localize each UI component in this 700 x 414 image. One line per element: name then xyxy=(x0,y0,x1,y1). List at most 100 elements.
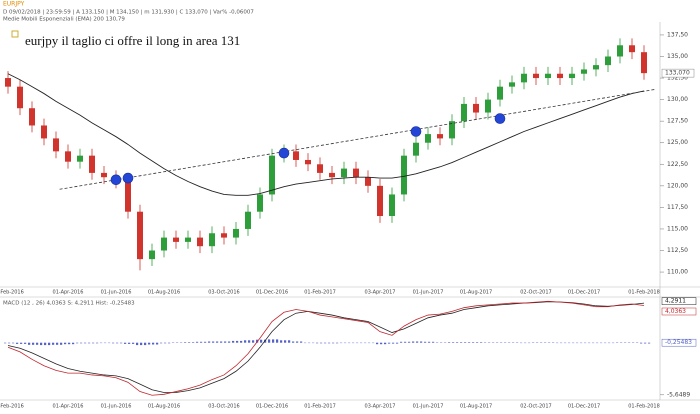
candle-body xyxy=(257,194,263,212)
macd-hist xyxy=(220,341,223,343)
macd-hist xyxy=(112,342,115,344)
x-tick-label: 01-Aug-2016 xyxy=(148,290,180,296)
candle-body xyxy=(545,73,551,79)
candle-body xyxy=(209,233,215,247)
y-tick-label: 120,00 xyxy=(667,182,688,189)
candle-body xyxy=(557,73,563,79)
macd-hist xyxy=(476,342,479,343)
candle-body xyxy=(305,159,311,165)
x-tick-label: 03-Oct-2016 xyxy=(208,404,239,410)
candle-body xyxy=(137,211,143,260)
value-tag-label: 4,0363 xyxy=(665,308,686,315)
x-tick-label: 01-Jun-2016 xyxy=(101,290,132,296)
candle-body xyxy=(233,228,239,238)
value-tag-label: 4,2911 xyxy=(665,298,686,305)
macd-hist xyxy=(480,342,483,343)
candle-body xyxy=(389,194,395,217)
macd-hist xyxy=(124,342,127,344)
candle-body xyxy=(245,211,251,229)
candle-body xyxy=(533,73,539,79)
macd-hist xyxy=(376,342,379,345)
x-tick-label: 03-Oct-2016 xyxy=(208,290,239,296)
x-tick-label: 01-Dec-2016 xyxy=(256,290,288,296)
trendline xyxy=(59,88,657,190)
macd-hist xyxy=(224,341,227,343)
macd-hist xyxy=(212,341,215,343)
macd-hist xyxy=(164,342,167,344)
candle-body xyxy=(401,155,407,195)
signal-line xyxy=(7,301,645,393)
macd-hist xyxy=(160,342,163,344)
macd-hist xyxy=(148,342,151,345)
candle-body xyxy=(617,45,623,57)
macd-hist xyxy=(404,341,407,343)
macd-hist xyxy=(284,340,287,343)
value-tag xyxy=(661,297,697,305)
macd-hist xyxy=(332,342,335,344)
last-price-label: 133,070 xyxy=(665,70,690,77)
macd-line xyxy=(7,300,645,396)
macd-hist xyxy=(204,341,207,343)
macd-hist xyxy=(60,342,63,345)
candle-body xyxy=(161,237,167,251)
macd-hist xyxy=(644,342,647,344)
annotation: eurjpy il taglio ci offre il long in are… xyxy=(25,33,240,48)
candle-body xyxy=(629,45,635,53)
candle-body xyxy=(437,134,443,139)
y-tick-label: 115,00 xyxy=(667,225,688,232)
macd-hist xyxy=(320,342,323,344)
macd-hist xyxy=(216,341,219,343)
macd-hist xyxy=(472,342,475,343)
value-tag xyxy=(661,307,697,316)
candle-body xyxy=(497,86,503,100)
candle-body xyxy=(413,142,419,156)
candle-body xyxy=(521,73,527,83)
macd-hist xyxy=(392,342,395,344)
macd-hist xyxy=(272,339,275,343)
macd-hist xyxy=(328,342,331,344)
macd-hist xyxy=(236,340,239,343)
candle-body xyxy=(101,172,107,178)
x-tick-label: 01-Feb-2017 xyxy=(304,290,336,296)
x-tick-label: 01-Apr-2016 xyxy=(53,404,84,410)
x-tick-label: 01-Dec-2017 xyxy=(568,404,600,410)
candle-body xyxy=(65,151,71,162)
macd-hist xyxy=(292,341,295,343)
macd-hist xyxy=(336,342,339,344)
macd-hist xyxy=(156,342,159,345)
x-tick-label: 03-Apr-2017 xyxy=(365,404,396,410)
macd-hist xyxy=(464,342,467,343)
macd-hist xyxy=(84,342,87,344)
candle-body xyxy=(41,125,47,139)
macd-hist xyxy=(64,342,67,345)
candle-body xyxy=(89,155,95,173)
macd-hist xyxy=(200,341,203,343)
candle-body xyxy=(449,121,455,139)
x-tick-label: 01-Feb-2018 xyxy=(628,404,660,410)
y-tick-label: 137,50 xyxy=(667,31,688,38)
x-tick-label: 01-Aug-2017 xyxy=(460,404,492,410)
candle-body xyxy=(173,237,179,242)
macd-hist xyxy=(288,340,291,343)
y-tick-label: 127,50 xyxy=(667,118,688,125)
value-tag-label: -0,25483 xyxy=(665,339,692,346)
macd-hist xyxy=(244,340,247,343)
candle-body xyxy=(125,181,131,212)
macd-hist xyxy=(384,342,387,345)
touch-marker xyxy=(278,147,290,159)
macd-hist xyxy=(648,342,651,344)
candle-body xyxy=(185,237,191,242)
macd-hist xyxy=(260,339,263,343)
macd-hist xyxy=(324,342,327,344)
ohlc-header: D 09/02/2018 | 23:59:59 | A 133,150 | M … xyxy=(3,10,254,16)
macd-hist xyxy=(452,342,455,343)
candle-body xyxy=(509,82,515,87)
macd-hist xyxy=(276,339,279,343)
x-tick-label: 01-Feb-2018 xyxy=(628,290,660,296)
macd-hist xyxy=(396,342,399,344)
x-tick-label: 01-Feb-2017 xyxy=(304,404,336,410)
candle-body xyxy=(53,138,59,152)
macd-hist xyxy=(72,342,75,345)
macd-hist xyxy=(168,342,171,344)
macd-hist xyxy=(116,342,119,344)
